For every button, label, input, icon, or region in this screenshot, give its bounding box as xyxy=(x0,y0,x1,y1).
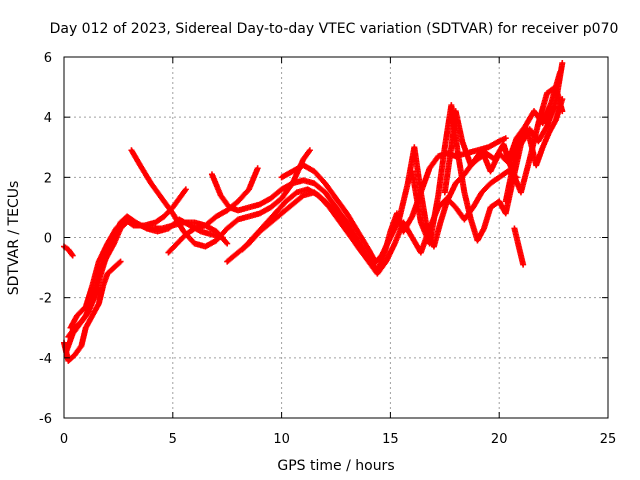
x-tick-label: 25 xyxy=(600,432,617,447)
series-trace-5 xyxy=(67,186,189,331)
y-tick-label: -6 xyxy=(39,412,52,427)
chart-title: Day 012 of 2023, Sidereal Day-to-day VTE… xyxy=(50,21,619,37)
data-point xyxy=(520,261,527,268)
x-tick-label: 15 xyxy=(382,432,399,447)
x-axis-label: GPS time / hours xyxy=(277,458,394,474)
data-point xyxy=(372,258,379,265)
series-trace-7 xyxy=(165,165,261,256)
data-point xyxy=(254,165,261,172)
x-tick-label: 0 xyxy=(60,432,68,447)
x-tick-label: 10 xyxy=(273,432,290,447)
grid xyxy=(64,57,608,418)
y-tick-label: 2 xyxy=(44,171,52,186)
x-tick-label: 20 xyxy=(491,432,508,447)
data-point xyxy=(502,135,509,142)
data-point xyxy=(559,96,566,103)
y-tick-label: -4 xyxy=(39,352,52,367)
series-trace-11 xyxy=(278,162,379,265)
data-point xyxy=(69,252,76,259)
series-trace-8 xyxy=(208,135,509,274)
series-trace-14 xyxy=(511,225,527,268)
data-point xyxy=(182,186,189,193)
y-tick-label: 6 xyxy=(44,51,52,66)
y-tick-label: -2 xyxy=(39,292,52,307)
y-tick-label: 0 xyxy=(44,232,52,247)
series-trace-1 xyxy=(61,243,76,259)
y-tick-label: 4 xyxy=(44,111,52,126)
series-trace-15 xyxy=(502,96,566,205)
axis-ticks: 0 5 10 15 20 25 -6 -4 -2 0 2 4 6 xyxy=(39,51,616,447)
data-point xyxy=(224,240,231,247)
x-tick-label: 5 xyxy=(169,432,177,447)
y-axis-label: SDTVAR / TECUs xyxy=(6,181,22,296)
data-series xyxy=(61,60,566,364)
data-point xyxy=(117,258,124,265)
series-trace-2 xyxy=(61,258,124,364)
data-point xyxy=(306,147,313,154)
data-point xyxy=(116,259,123,266)
series-trace-6 xyxy=(128,147,313,250)
data-point xyxy=(559,60,566,67)
